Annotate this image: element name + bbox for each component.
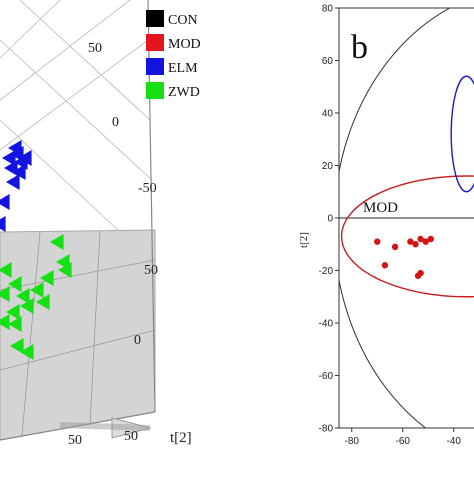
- mod-point: [417, 269, 424, 277]
- panel-a-plot: 50 0 -50 50 0 50 50 t[2] CON MOD ELM ZWD: [0, 0, 201, 448]
- tick-label: -50: [138, 181, 157, 196]
- mod-point: [374, 238, 381, 245]
- mod-point: [427, 235, 434, 243]
- y-tick-label: 40: [322, 109, 334, 120]
- y-tick-label: 80: [322, 4, 334, 15]
- zwd-marker: [20, 298, 34, 314]
- x-tick-label: -80: [345, 436, 360, 447]
- tick-label: 50: [124, 429, 138, 444]
- zwd-marker: [50, 234, 64, 250]
- y-tick-label: 60: [322, 56, 334, 67]
- y-tick-label: 20: [322, 161, 334, 172]
- y-axis-label: t[2]: [298, 232, 310, 248]
- y-tick-label: -20: [319, 266, 334, 277]
- mod-point: [407, 238, 414, 245]
- tick-label: 50: [144, 263, 158, 278]
- mod-point: [412, 241, 419, 248]
- zwd-marker: [16, 288, 30, 304]
- legend-swatch-mod: [146, 34, 164, 51]
- y-tick-label: -40: [319, 319, 334, 330]
- legend-label-zwd: ZWD: [168, 85, 200, 100]
- panel-b-markers: [374, 235, 434, 279]
- x-axis: -80 -60 -40: [345, 428, 462, 447]
- zwd-marker: [10, 338, 24, 354]
- elm-marker: [0, 216, 6, 232]
- elm-group-ellipse: [450, 75, 474, 193]
- panel-b: 80 60 40 20 0 -20 -40 -60 -80 -80 -60 -40 b MOD t[…: [295, 0, 474, 474]
- panel-a-markers: [0, 140, 72, 360]
- lower-plane: [0, 229, 156, 441]
- tick-label: 0: [112, 115, 119, 130]
- upper-plane: [0, 0, 155, 232]
- legend-swatch-con: [146, 10, 164, 27]
- t2-axis-line: [59, 422, 151, 431]
- zwd-marker: [58, 262, 72, 278]
- zwd-marker: [36, 294, 50, 310]
- zwd-marker: [8, 276, 22, 292]
- y-axis: 80 60 40 20 0 -20 -40 -60 -80: [319, 4, 339, 435]
- zwd-marker: [0, 314, 10, 330]
- legend-swatch-elm: [146, 58, 164, 75]
- elm-marker: [18, 150, 32, 166]
- y-tick-label: -80: [319, 424, 334, 435]
- tick-label: 50: [68, 433, 82, 448]
- mod-point: [381, 262, 389, 269]
- legend-label-con: CON: [168, 13, 198, 28]
- y-tick-label: -60: [319, 371, 334, 382]
- elm-marker: [10, 146, 24, 162]
- zwd-marker: [30, 282, 44, 298]
- panel-label-b: b: [351, 29, 368, 66]
- mod-annotation: MOD: [363, 200, 398, 216]
- mod-point: [417, 235, 424, 243]
- legend-swatch-zwd: [146, 82, 164, 99]
- x-tick-label: -40: [447, 436, 462, 447]
- tick-label: 0: [134, 333, 141, 348]
- legend: CON MOD ELM ZWD: [146, 10, 201, 100]
- zwd-marker: [6, 304, 20, 320]
- legend-label-elm: ELM: [168, 61, 198, 76]
- lower-grid: [0, 230, 156, 437]
- elm-marker: [0, 194, 10, 210]
- x-tick-label: -60: [396, 436, 411, 447]
- zwd-marker: [0, 262, 12, 278]
- zwd-marker: [0, 286, 10, 302]
- upper-grid: [0, 0, 156, 233]
- panel-b-plot: 80 60 40 20 0 -20 -40 -60 -80 -80 -60 -40 b MOD t[…: [298, 4, 474, 447]
- mod-group-ellipse: [340, 175, 474, 298]
- tick-label: 50: [88, 41, 102, 56]
- elm-marker: [2, 150, 16, 166]
- mod-point: [422, 238, 429, 245]
- zwd-marker: [8, 316, 22, 332]
- y-tick-label: 0: [327, 214, 333, 225]
- elm-marker: [6, 174, 20, 190]
- elm-marker: [12, 164, 26, 180]
- legend-label-mod: MOD: [168, 37, 201, 52]
- zwd-marker: [40, 270, 54, 286]
- mod-point: [391, 243, 399, 251]
- zwd-marker: [20, 344, 34, 360]
- panel-a: 50 0 -50 50 0 50 50 t[2] CON MOD ELM ZWD: [0, 0, 201, 448]
- axis-label-t2: t[2]: [170, 430, 192, 446]
